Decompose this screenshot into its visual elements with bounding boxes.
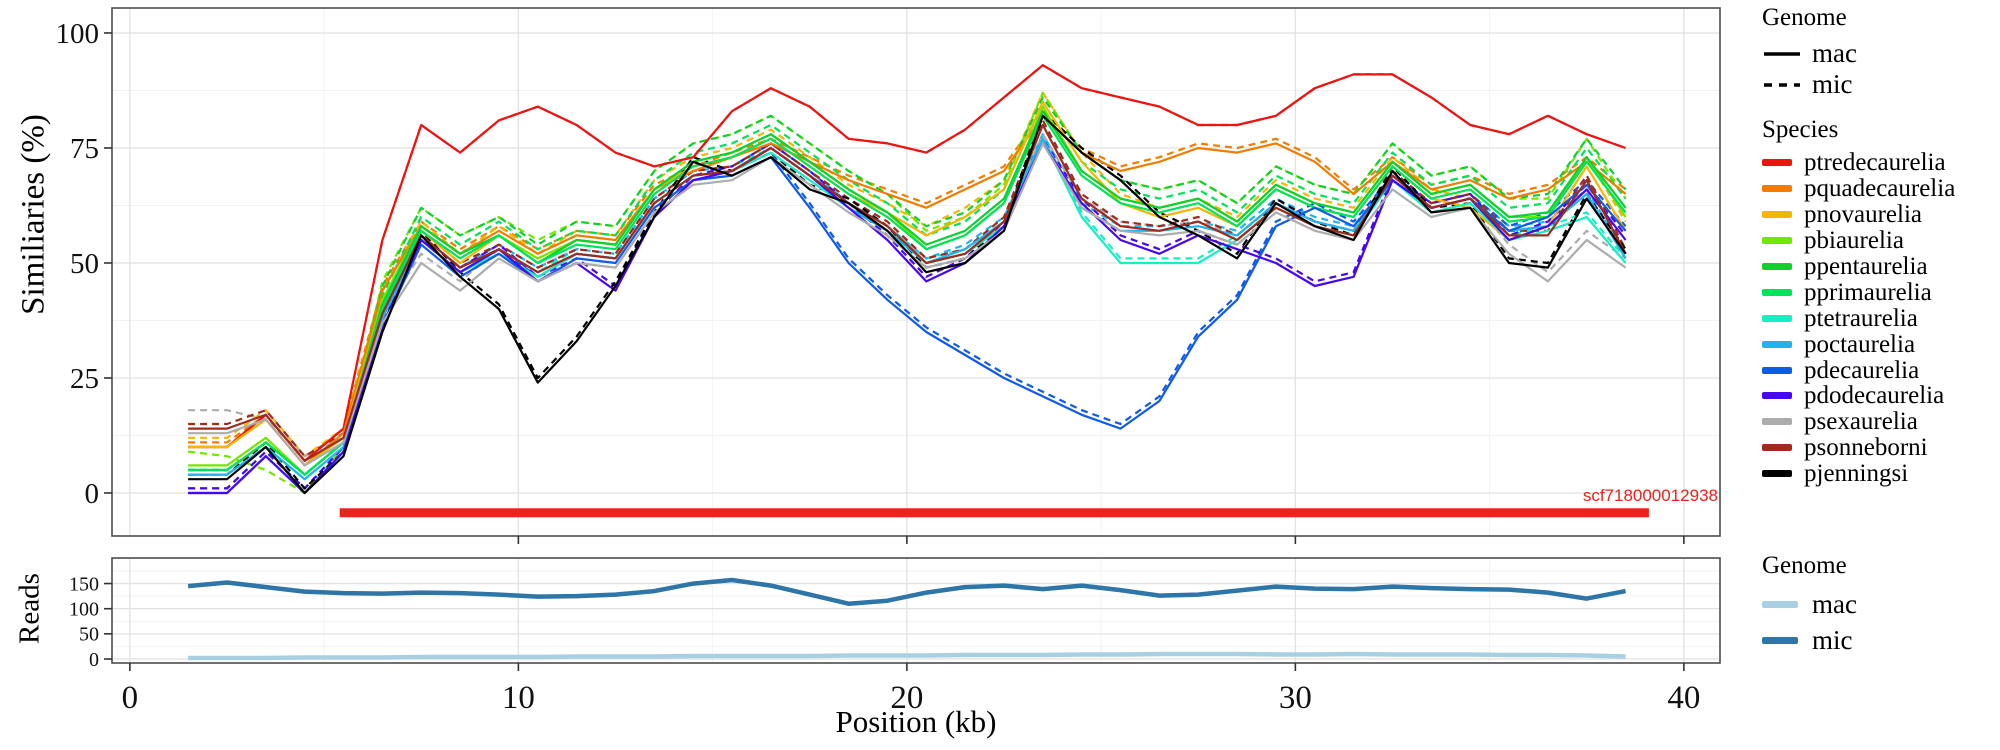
color-key-icon — [1762, 444, 1792, 452]
legend-item-species-ppentaurelia: ppentaurelia — [1762, 254, 2000, 280]
legend-item-species-ptredecaurelia: ptredecaurelia — [1762, 150, 2000, 176]
legend-item-species-pbiaurelia: pbiaurelia — [1762, 228, 2000, 254]
legend-item-species-pquadecaurelia: pquadecaurelia — [1762, 176, 2000, 202]
legend-item-species-psonneborni: psonneborni — [1762, 435, 2000, 461]
svg-text:100: 100 — [69, 599, 99, 621]
svg-text:40: 40 — [1667, 680, 1700, 716]
svg-text:20: 20 — [890, 680, 923, 716]
series-pdecaurelia-mac — [188, 156, 1627, 495]
color-key-icon — [1762, 288, 1792, 296]
color-key-icon — [1762, 366, 1792, 374]
legend-item-species-pjenningsi: pjenningsi — [1762, 461, 2000, 487]
svg-text:0: 0 — [89, 649, 99, 671]
color-key-icon — [1762, 237, 1792, 245]
series-pnovaurelia-mic — [188, 91, 1627, 458]
legend-label: mic — [1812, 69, 1853, 99]
legend-label: pdecaurelia — [1804, 356, 1920, 384]
svg-text:30: 30 — [1279, 680, 1312, 716]
svg-text:75: 75 — [70, 133, 99, 165]
series-ppentaurelia-mic — [188, 96, 1627, 476]
legend-label: psexaurelia — [1804, 408, 1918, 436]
legend-label: ptetraurelia — [1804, 304, 1918, 332]
reads-genome-legend-items: mac mic — [1762, 586, 2000, 658]
svg-text:10: 10 — [502, 680, 535, 716]
legend-item-species-pdecaurelia: pdecaurelia — [1762, 357, 2000, 383]
legend-label: pbiaurelia — [1804, 227, 1904, 255]
series-reads-mac — [188, 651, 1626, 661]
color-key-icon — [1762, 159, 1792, 167]
species-legend-items: ptredecaurelia pquadecaurelia pnovaurelia p… — [1762, 150, 2000, 487]
reads-y-axis-label: Reads — [13, 573, 46, 644]
svg-text:150: 150 — [69, 573, 99, 595]
dashed-line-key-icon — [1762, 81, 1802, 89]
legend-label: pdodecaurelia — [1804, 382, 1945, 410]
legend-label: pprimaurelia — [1804, 278, 1932, 306]
legend-label: pquadecaurelia — [1804, 175, 1956, 203]
legend-item-species-pnovaurelia: pnovaurelia — [1762, 202, 2000, 228]
color-key-icon — [1762, 211, 1792, 219]
legend-label: poctaurelia — [1804, 330, 1916, 358]
legend-label: psonneborni — [1804, 434, 1928, 462]
svg-text:0: 0 — [85, 478, 100, 510]
x-axis-label: Position (kb) — [835, 704, 997, 739]
svg-text:25: 25 — [70, 363, 99, 395]
color-key-icon — [1762, 340, 1792, 348]
series-pprimaurelia-mac — [188, 114, 1627, 476]
legend-item-species-ptetraurelia: ptetraurelia — [1762, 305, 2000, 331]
legend-label: pnovaurelia — [1804, 201, 1923, 229]
reads-legend: Genome mac mic — [1762, 548, 2000, 658]
species-legend-title: Species — [1762, 116, 1839, 143]
color-key-icon — [1762, 418, 1792, 426]
legend-label: pjenningsi — [1804, 460, 1909, 488]
series-pjenningsi-mic — [188, 110, 1627, 490]
scaffold-annotation: scf718000012938 — [1582, 486, 1718, 505]
legend-item-genome-mac: mac — [1762, 38, 2000, 69]
scaffold-bar — [339, 508, 1649, 518]
legend-label: ptredecaurelia — [1804, 149, 1946, 177]
color-key-icon — [1762, 636, 1798, 644]
legend-item-reads-mac: mac — [1762, 586, 2000, 622]
legend-label: ppentaurelia — [1804, 253, 1928, 280]
series-pprimaurelia-mic — [188, 100, 1627, 476]
svg-text:0: 0 — [122, 680, 139, 716]
genome-legend-title: Genome — [1762, 4, 1847, 31]
reads-genome-legend-title: Genome — [1762, 552, 1847, 579]
svg-text:100: 100 — [56, 18, 100, 50]
legend-label: mic — [1812, 624, 1853, 655]
legend-item-genome-mic: mic — [1762, 69, 2000, 100]
color-key-icon — [1762, 263, 1792, 270]
solid-line-key-icon — [1762, 50, 1802, 58]
series-reads-mic — [187, 577, 1627, 606]
color-key-icon — [1762, 392, 1792, 400]
svg-text:50: 50 — [79, 624, 99, 646]
legend-label: mac — [1812, 588, 1857, 619]
color-key-icon — [1762, 185, 1792, 193]
svg-text:50: 50 — [70, 248, 99, 280]
color-key-icon — [1762, 314, 1792, 322]
legend-item-species-poctaurelia: poctaurelia — [1762, 331, 2000, 357]
series-pquadecaurelia-mic — [188, 110, 1627, 462]
legend-item-species-pprimaurelia: pprimaurelia — [1762, 279, 2000, 305]
main-legend: Genome mac mic Species ptredecaurelia pqu… — [1762, 0, 2000, 487]
legend-label: mac — [1812, 38, 1857, 68]
series-ptredecaurelia-mac — [188, 64, 1626, 462]
legend-item-reads-mic: mic — [1762, 622, 2000, 658]
color-key-icon — [1762, 600, 1798, 608]
series-ppentaurelia-mac — [188, 110, 1627, 476]
legend-item-species-psexaurelia: psexaurelia — [1762, 409, 2000, 435]
color-key-icon — [1762, 470, 1792, 478]
legend-item-species-pdodecaurelia: pdodecaurelia — [1762, 383, 2000, 409]
similarity-y-axis-label: Similiaries (%) — [15, 114, 52, 315]
series-pjenningsi-mac — [188, 114, 1627, 495]
